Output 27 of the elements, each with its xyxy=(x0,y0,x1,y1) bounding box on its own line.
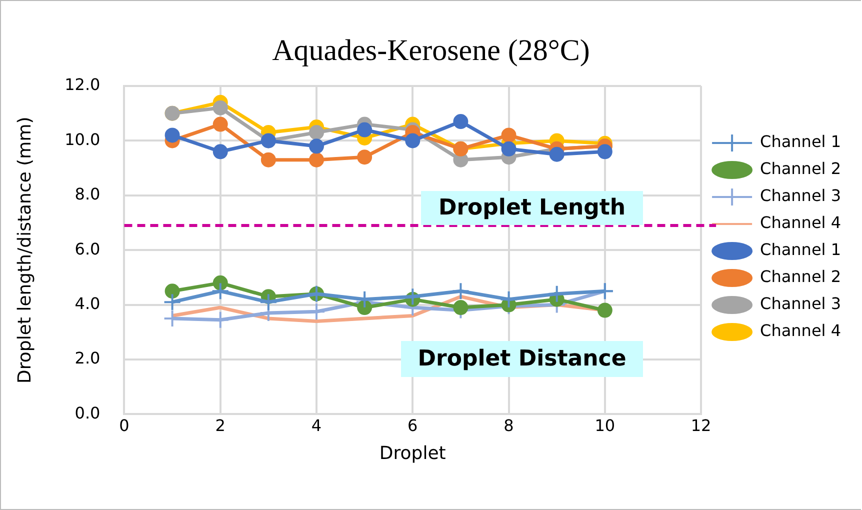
y-axis-title: Droplet length/distance (mm) xyxy=(14,116,36,384)
x-tick-label: 12 xyxy=(690,416,712,435)
y-tick-label: 2.0 xyxy=(74,348,100,368)
y-tick-label: 8.0 xyxy=(74,184,100,204)
legend-label: Channel 1 xyxy=(760,132,841,152)
legend-label: Channel 4 xyxy=(760,321,841,340)
x-tick-label: 8 xyxy=(504,416,514,435)
y-tick-label: 12.0 xyxy=(64,75,100,94)
x-tick-label: 2 xyxy=(215,416,226,435)
x-tick-label: 10 xyxy=(594,416,616,435)
legend-label: Channel 2 xyxy=(760,159,841,178)
annotation: Droplet Distance xyxy=(418,346,626,372)
annotation: Droplet Length xyxy=(438,196,626,221)
legend-label: Channel 4 xyxy=(760,213,841,232)
x-tick-label: 0 xyxy=(119,416,130,435)
chart-title: Aquades-Kerosene (28°C) xyxy=(272,34,590,67)
legend-label: Channel 1 xyxy=(760,240,841,260)
x-tick-label: 6 xyxy=(408,416,418,435)
y-tick-label: 6.0 xyxy=(74,239,100,258)
x-tick-label: 4 xyxy=(311,416,322,435)
legend-label: Channel 2 xyxy=(760,267,841,286)
x-axis-title: Droplet xyxy=(379,442,446,464)
legend-label: Channel 3 xyxy=(760,294,841,314)
legend-label: Channel 3 xyxy=(760,186,841,206)
y-tick-label: 10.0 xyxy=(64,130,100,149)
y-tick-label: 0.0 xyxy=(74,403,100,422)
y-tick-label: 4.0 xyxy=(74,294,100,313)
